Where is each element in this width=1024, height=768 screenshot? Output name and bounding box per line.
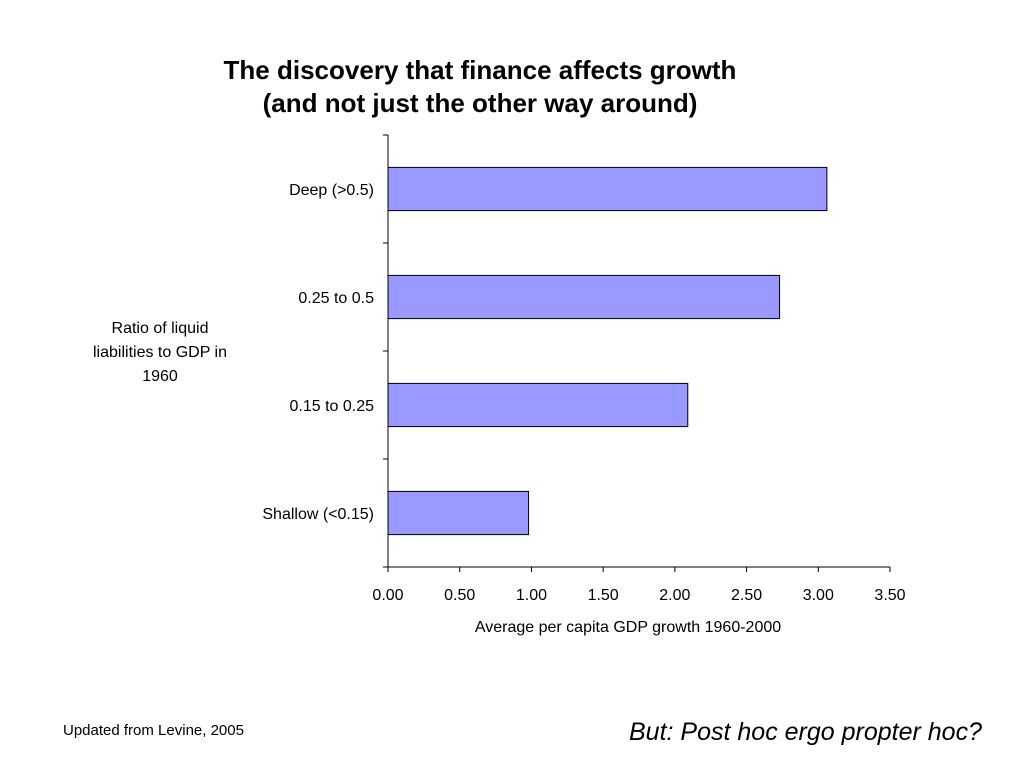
- title-line-2: (and not just the other way around): [262, 88, 698, 118]
- x-tick-label: 0.50: [444, 587, 475, 604]
- x-tick-label: 2.00: [659, 587, 690, 604]
- y-axis-label-line-2: liabilities to GDP in: [93, 344, 227, 361]
- x-tick-label: 2.50: [731, 587, 762, 604]
- caption: But: Post hoc ergo propter hoc?: [629, 718, 982, 746]
- category-label: Deep (>0.5): [289, 182, 374, 199]
- source-note: Updated from Levine, 2005: [63, 722, 244, 739]
- category-label: Shallow (<0.15): [262, 506, 374, 523]
- bar: [387, 382, 689, 428]
- chart-title: The discovery that finance affects growt…: [180, 54, 780, 120]
- x-tick-label: 0.00: [372, 587, 403, 604]
- bar: [387, 490, 530, 536]
- category-label: 0.25 to 0.5: [298, 290, 374, 307]
- x-tick-label: 1.50: [588, 587, 619, 604]
- category-label: 0.15 to 0.25: [289, 398, 374, 415]
- title-line-1: The discovery that finance affects growt…: [223, 55, 737, 85]
- bar: [387, 166, 828, 212]
- x-tick-label: 3.50: [874, 587, 905, 604]
- x-tick-label: 3.00: [803, 587, 834, 604]
- x-axis-label: Average per capita GDP growth 1960-2000: [475, 619, 781, 636]
- y-axis-label: Ratio of liquid liabilities to GDP in 19…: [70, 317, 250, 389]
- bar: [387, 274, 781, 320]
- y-axis-label-line-3: 1960: [142, 368, 178, 385]
- x-tick-label: 1.00: [516, 587, 547, 604]
- y-axis-label-line-1: Ratio of liquid: [111, 320, 209, 337]
